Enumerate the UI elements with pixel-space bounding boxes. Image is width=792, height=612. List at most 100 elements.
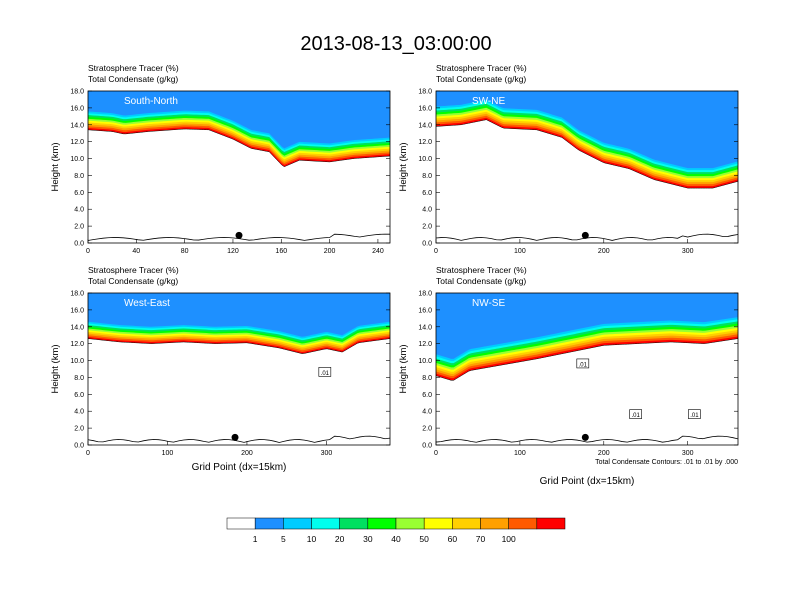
tracer-field [88, 91, 390, 241]
y-tick-label: 10.0 [70, 358, 84, 365]
y-tick-label: 8.0 [422, 173, 432, 180]
y-tick-label: 2.0 [422, 224, 432, 231]
contour-label: .01 [576, 358, 590, 368]
y-tick-label: 16.0 [418, 307, 432, 314]
location-marker [581, 433, 589, 441]
panel-label: SW-NE [472, 96, 505, 107]
colorbar-swatch [423, 517, 453, 530]
location-marker [235, 231, 243, 239]
page-title: 2013-08-13_03:00:00 [300, 33, 491, 55]
y-tick-label: 4.0 [74, 207, 84, 214]
tracer-band-1 [88, 91, 390, 149]
x-tick-label: 200 [241, 450, 253, 457]
svg-text:.01: .01 [631, 413, 640, 419]
x-tick-label: 300 [321, 450, 333, 457]
contour-label: .01 [629, 409, 642, 419]
y-tick-label: 10.0 [418, 156, 432, 163]
x-tick-label: 200 [598, 248, 610, 255]
y-tick-label: 16.0 [70, 307, 84, 314]
x-axis-label: Grid Point (dx=15km) [540, 476, 635, 487]
svg-text:.01: .01 [321, 371, 330, 377]
y-tick-label: 14.0 [70, 324, 84, 331]
y-tick-label: 12.0 [70, 139, 84, 146]
contour-note: Total Condensate Contours: .01 to .01 by… [595, 459, 738, 466]
colorbar-label: 1 [253, 534, 258, 544]
y-tick-label: 8.0 [422, 375, 432, 382]
y-tick-label: 12.0 [70, 341, 84, 348]
colorbar-label: 30 [363, 534, 373, 544]
tracer-field [436, 91, 738, 241]
y-tick-label: 10.0 [70, 156, 84, 163]
colorbar-label: 50 [419, 534, 429, 544]
colorbar-label: 100 [502, 534, 516, 544]
colorbar: 1 5 10 20 30 40 50 60 70 100 [226, 517, 566, 544]
y-tick-label: 8.0 [74, 375, 84, 382]
colorbar-label: 70 [476, 534, 486, 544]
y-tick-label: 6.0 [74, 190, 84, 197]
y-tick-label: 6.0 [422, 190, 432, 197]
y-tick-label: 10.0 [418, 358, 432, 365]
colorbar-swatch [226, 517, 256, 530]
plot-frame [435, 90, 739, 244]
panel-subtitle: Stratosphere Tracer (%) [88, 265, 179, 275]
y-tick-label: 0.0 [422, 241, 432, 248]
x-tick-label: 0 [86, 450, 90, 457]
x-tick-label: 80 [181, 248, 189, 255]
panel-label: South-North [124, 96, 178, 107]
x-tick-label: 300 [682, 450, 694, 457]
panel-subtitle: Total Condensate (g/kg) [436, 74, 526, 84]
panel-subtitle: Stratosphere Tracer (%) [436, 63, 527, 73]
contour-label: .01 [688, 409, 701, 419]
y-tick-label: 16.0 [70, 105, 84, 112]
tracer-band-1 [88, 293, 390, 337]
panel-subtitle: Total Condensate (g/kg) [436, 276, 526, 286]
tracer-base-contour [436, 338, 738, 381]
panel-subtitle: Total Condensate (g/kg) [88, 74, 178, 84]
y-axis-label: Height (km) [398, 142, 409, 191]
y-tick-label: 6.0 [74, 392, 84, 399]
y-tick-label: 14.0 [70, 122, 84, 129]
plot-frame [87, 292, 391, 446]
y-tick-label: 14.0 [418, 324, 432, 331]
x-tick-label: 200 [598, 450, 610, 457]
plot-frame [87, 90, 391, 244]
colorbar-label: 20 [335, 534, 345, 544]
y-axis-label: Height (km) [398, 344, 409, 393]
y-tick-label: 12.0 [418, 341, 432, 348]
svg-text:.01: .01 [690, 413, 699, 419]
colorbar-label: 60 [448, 534, 458, 544]
x-tick-label: 100 [162, 450, 174, 457]
panel-2: .01 West-East Stratosphere Tracer (%)Total… [50, 265, 391, 473]
x-tick-label: 300 [682, 248, 694, 255]
y-tick-label: 18.0 [70, 89, 84, 96]
y-tick-label: 0.0 [422, 443, 432, 450]
colorbar-swatch [536, 517, 566, 530]
colorbar-swatch [254, 517, 284, 530]
y-tick-label: 12.0 [418, 139, 432, 146]
x-tick-label: 100 [514, 248, 526, 255]
x-tick-label: 200 [324, 248, 336, 255]
x-axis-label: Grid Point (dx=15km) [192, 462, 287, 473]
y-tick-label: 18.0 [70, 291, 84, 298]
colorbar-swatch [480, 517, 509, 530]
colorbar-swatch [339, 517, 369, 530]
y-tick-label: 4.0 [74, 409, 84, 416]
y-tick-label: 4.0 [422, 207, 432, 214]
panel-label: West-East [124, 298, 170, 309]
contour-label: .01 [318, 367, 332, 377]
x-tick-label: 120 [227, 248, 239, 255]
y-axis-label: Height (km) [50, 142, 61, 191]
tracer-band-1 [436, 91, 738, 169]
x-tick-label: 100 [514, 450, 526, 457]
x-tick-label: 0 [434, 450, 438, 457]
tracer-base-contour [88, 338, 390, 354]
y-tick-label: 2.0 [422, 426, 432, 433]
colorbar-swatch [452, 517, 481, 530]
tracer-field [436, 293, 738, 443]
x-tick-label: 0 [434, 248, 438, 255]
panel-subtitle: Total Condensate (g/kg) [88, 276, 178, 286]
y-tick-label: 8.0 [74, 173, 84, 180]
tracer-band-1 [436, 293, 738, 359]
y-tick-label: 18.0 [418, 291, 432, 298]
